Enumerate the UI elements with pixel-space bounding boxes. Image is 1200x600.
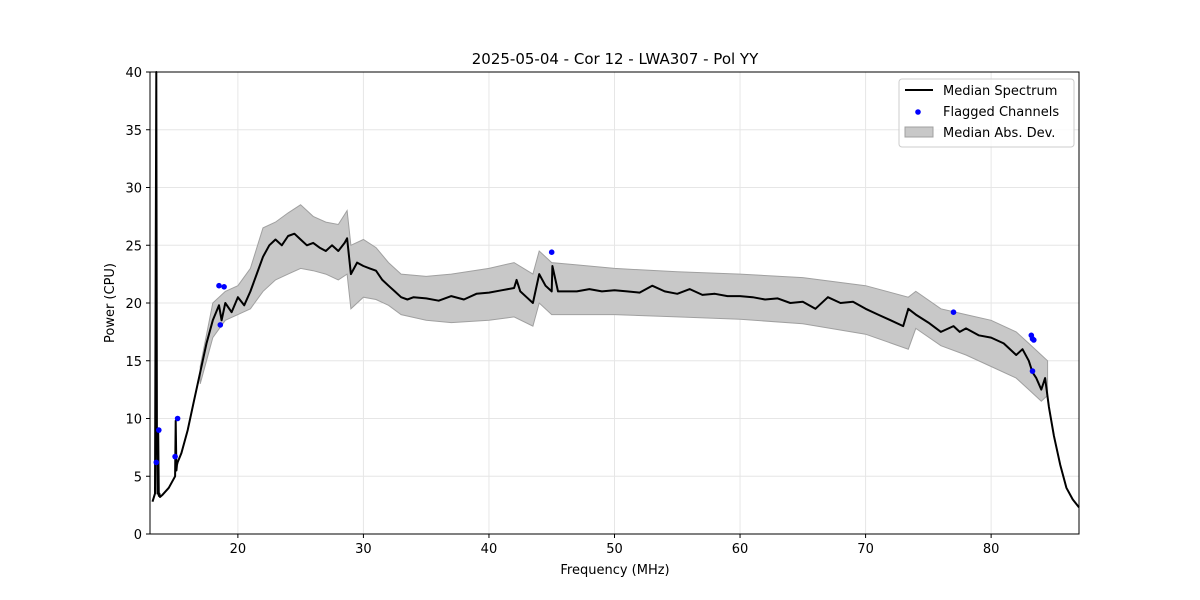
x-axis-title: Frequency (MHz) [560, 563, 669, 578]
legend-band-swatch [904, 126, 934, 138]
y-axis-ticks: 0 5 10 15 20 25 30 35 40 [125, 66, 150, 543]
y-tick-label: 40 [125, 66, 142, 81]
flagged-channel-point [153, 459, 160, 466]
x-tick-label: 30 [355, 542, 372, 557]
y-tick-label: 5 [134, 470, 142, 485]
legend-label-median: Median Spectrum [943, 84, 1057, 99]
legend-box [898, 78, 1075, 148]
flagged-channel-point [174, 415, 181, 422]
y-tick-label: 30 [125, 182, 142, 197]
y-tick-label: 35 [125, 124, 142, 139]
y-axis-title: Power (CPU) [103, 263, 118, 343]
y-tick-label: 0 [134, 528, 142, 543]
flagged-channel-point [1031, 337, 1037, 343]
x-tick-label: 20 [230, 542, 247, 557]
y-tick-label: 25 [125, 239, 142, 254]
flagged-channel-point [221, 284, 227, 290]
legend: Median Spectrum Flagged Channels Median … [898, 78, 1075, 148]
chart-title: 2025-05-04 - Cor 12 - LWA307 - Pol YY [472, 50, 759, 68]
legend-label-mad: Median Abs. Dev. [943, 126, 1055, 141]
x-tick-label: 70 [857, 542, 874, 557]
y-tick-label: 10 [125, 413, 142, 428]
flagged-channel-point [216, 282, 222, 289]
flagged-channel-point [172, 453, 178, 460]
median-spectrum-line [151, 71, 1080, 509]
flagged-channel-point [1029, 368, 1036, 374]
legend-label-flagged: Flagged Channels [943, 105, 1059, 120]
y-tick-label: 15 [125, 355, 142, 370]
flagged-channel-point [156, 427, 162, 433]
x-tick-label: 80 [983, 542, 1000, 557]
flagged-channel-point [950, 309, 957, 316]
median-line-group [151, 71, 1080, 509]
flagged-channel-point [217, 322, 224, 328]
flagged-channel-point [548, 249, 555, 255]
y-tick-label: 20 [125, 297, 142, 312]
flagged-points-group [153, 249, 1037, 466]
legend-point-swatch [915, 109, 921, 115]
x-tick-label: 60 [732, 542, 749, 557]
x-axis-ticks: 20 30 40 50 60 70 80 [230, 534, 1000, 557]
x-tick-label: 50 [606, 542, 623, 557]
x-tick-label: 40 [481, 542, 498, 557]
